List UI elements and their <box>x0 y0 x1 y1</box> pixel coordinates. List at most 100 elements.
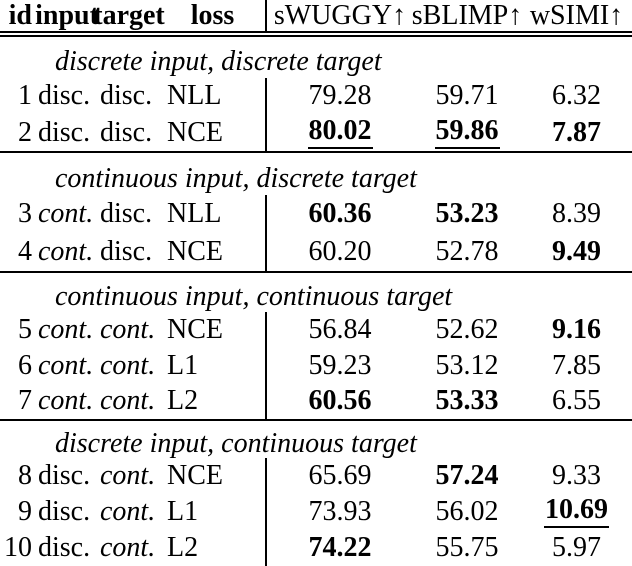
section-title: discrete input, discrete target <box>0 37 632 78</box>
cell-sblimp: 59.71 <box>413 78 521 115</box>
cell-sblimp: 53.33 <box>413 383 521 419</box>
metric-value: 55.75 <box>435 532 499 563</box>
cell-swuggy: 60.36 <box>267 195 413 233</box>
cell-input: disc. <box>38 80 91 112</box>
cell-loss: NCE <box>160 458 267 494</box>
cell-loss: L2 <box>160 530 267 566</box>
cell-target: cont. <box>100 532 156 563</box>
metric-value: 53.33 <box>435 385 499 417</box>
cell-id: 6 <box>18 349 32 381</box>
cell-wsimi: 9.16 <box>521 312 632 348</box>
metric-value: 9.49 <box>552 236 601 267</box>
cell-wsimi: 5.97 <box>521 530 632 566</box>
cell-wsimi: 8.39 <box>521 195 632 233</box>
cell-id: 5 <box>18 313 32 345</box>
cell-wsimi: 7.85 <box>521 348 632 384</box>
table-row: 4 cont. disc. NCE 60.20 52.78 9.49 <box>0 233 632 271</box>
cell-id: 3 <box>18 198 32 229</box>
metric-value: 65.69 <box>308 460 372 491</box>
table-row: 2 disc. disc. NCE 80.02 59.86 7.87 <box>0 114 632 152</box>
table-row: 10 disc. cont. L2 74.22 55.75 5.97 <box>0 530 632 566</box>
cell-target: cont. <box>100 349 156 381</box>
cell-wsimi: 9.33 <box>521 458 632 494</box>
cell-id: 2 <box>18 116 32 148</box>
metric-value: 5.97 <box>552 532 601 563</box>
table-row: 6 cont. cont. L1 59.23 53.12 7.85 <box>0 347 632 384</box>
cell-sblimp: 55.75 <box>413 530 521 566</box>
section-rule <box>0 271 632 273</box>
cell-target: cont. <box>100 385 156 417</box>
table-row: 3 cont. disc. NLL 60.36 53.23 8.39 <box>0 195 632 233</box>
cell-swuggy: 79.28 <box>267 78 413 115</box>
cell-target: disc. <box>100 198 153 229</box>
section-title: continuous input, continuous target <box>0 273 632 312</box>
cell-loss: L1 <box>160 494 267 530</box>
section-rows: 3 cont. disc. NLL 60.36 53.23 8.39 4 con… <box>0 195 632 271</box>
cell-wsimi: 6.55 <box>521 383 632 419</box>
cell-target: cont. <box>100 460 156 491</box>
cell-wsimi: 6.32 <box>521 78 632 115</box>
column-header-id: id <box>8 0 32 31</box>
metric-value: 73.93 <box>308 496 372 527</box>
column-header-input: input <box>35 0 99 31</box>
cell-loss: NLL <box>160 195 267 233</box>
section-rule <box>0 419 632 421</box>
cell-input: disc. <box>38 460 91 491</box>
metric-value: 74.22 <box>308 532 372 563</box>
cell-input: cont. <box>38 385 94 417</box>
cell-swuggy: 60.56 <box>267 383 413 419</box>
section-title-text: discrete input, continuous target <box>55 428 417 459</box>
section-title-text: discrete input, discrete target <box>55 46 382 77</box>
cell-input: disc. <box>38 532 91 563</box>
metric-value: 60.20 <box>308 236 372 267</box>
metric-value: 59.86 <box>434 116 500 149</box>
metric-value: 52.62 <box>435 313 499 345</box>
cell-id: 4 <box>18 236 32 267</box>
cell-input: cont. <box>38 313 94 345</box>
section-rows: 5 cont. cont. NCE 56.84 52.62 9.16 6 con… <box>0 312 632 420</box>
metric-value: 56.84 <box>308 313 372 345</box>
metric-value: 52.78 <box>435 236 499 267</box>
cell-loss: NCE <box>160 114 267 151</box>
metric-value: 56.02 <box>435 496 499 527</box>
cell-sblimp: 56.02 <box>413 494 521 530</box>
cell-swuggy: 65.69 <box>267 458 413 494</box>
column-header-swuggy: sWUGGY↑ <box>273 0 407 31</box>
section-rows: 8 disc. cont. NCE 65.69 57.24 9.33 9 dis… <box>0 458 632 566</box>
cell-input: cont. <box>38 349 94 381</box>
section-title-text: continuous input, discrete target <box>55 162 417 194</box>
table-row: 7 cont. cont. L2 60.56 53.33 6.55 <box>0 383 632 420</box>
cell-input: cont. <box>38 198 94 229</box>
metric-value: 6.55 <box>552 385 601 417</box>
metric-value: 79.28 <box>308 80 372 112</box>
cell-id: 10 <box>4 532 32 563</box>
cell-id: 1 <box>18 80 32 112</box>
cell-swuggy: 59.23 <box>267 348 413 384</box>
cell-swuggy: 80.02 <box>267 115 413 152</box>
metric-value: 6.32 <box>552 80 601 112</box>
column-header-target: target <box>93 0 165 31</box>
cell-loss: NCE <box>160 312 267 348</box>
cell-target: disc. <box>100 236 153 267</box>
section-title: continuous input, discrete target <box>0 153 632 195</box>
metric-value: 53.23 <box>435 198 499 229</box>
cell-loss: NLL <box>160 78 267 115</box>
cell-input: disc. <box>38 116 91 148</box>
cell-wsimi: 9.49 <box>521 233 632 271</box>
cell-id: 8 <box>18 460 32 491</box>
column-header-loss: loss <box>160 0 267 31</box>
cell-input: cont. <box>38 236 94 267</box>
double-rule <box>0 31 632 37</box>
metric-value: 80.02 <box>307 116 373 149</box>
cell-swuggy: 74.22 <box>267 530 413 566</box>
metric-value: 60.36 <box>308 198 372 229</box>
cell-sblimp: 53.23 <box>413 195 521 233</box>
cell-loss: L1 <box>160 347 267 384</box>
cell-loss: NCE <box>160 233 267 271</box>
section-rows: 1 disc. disc. NLL 79.28 59.71 6.32 2 dis… <box>0 78 632 151</box>
metric-value: 7.85 <box>552 349 601 381</box>
metric-value: 57.24 <box>435 460 499 491</box>
metric-value: 9.33 <box>552 460 601 491</box>
section-title-text: continuous input, continuous target <box>55 281 453 312</box>
